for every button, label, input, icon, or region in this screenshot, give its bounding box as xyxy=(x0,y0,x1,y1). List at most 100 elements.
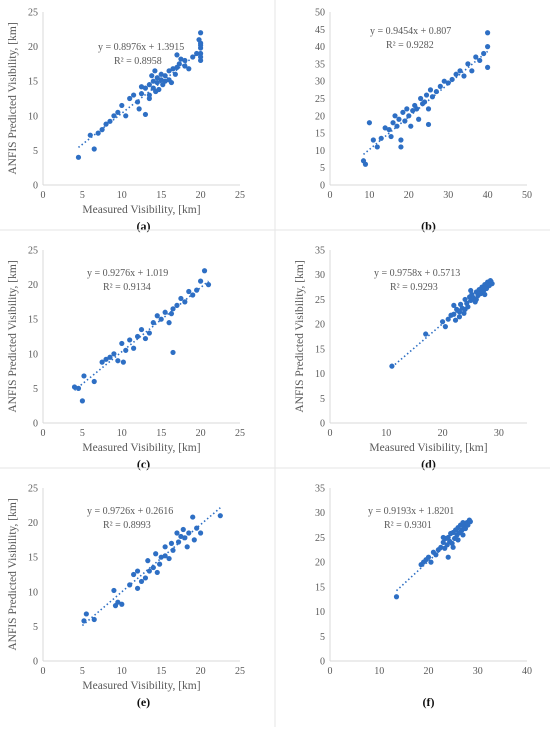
trendline xyxy=(74,280,209,391)
x-tick-label: 15 xyxy=(156,190,166,201)
y-tick-label: 15 xyxy=(315,582,325,593)
data-point xyxy=(462,306,468,312)
data-point xyxy=(461,73,467,79)
data-point xyxy=(457,301,464,307)
data-point xyxy=(473,54,479,60)
x-axis-title: Measured Visibility, [km] xyxy=(82,680,200,692)
data-point xyxy=(386,127,392,133)
x-tick-label: 20 xyxy=(196,428,206,439)
data-point xyxy=(120,359,126,365)
data-point xyxy=(394,123,400,129)
y-axis-title: ANFIS Predicted Visibility, [km] xyxy=(7,498,19,650)
data-point xyxy=(467,519,473,525)
x-tick-label: 30 xyxy=(443,190,453,201)
scatter-chart-a: 0 5 10 15 20 25 0 5 10 15 20 25 Measured Visibility,… xyxy=(7,8,245,234)
data-point xyxy=(174,530,180,536)
y-tick-label: 5 xyxy=(33,384,38,395)
y-tick-label: 0 xyxy=(33,181,38,192)
data-point xyxy=(107,354,113,360)
y-axis-title: ANFIS Predicted Visibility, [km] xyxy=(294,260,306,412)
data-point xyxy=(418,95,424,102)
data-point xyxy=(71,384,78,390)
data-point xyxy=(91,378,97,385)
y-tick-label: 5 xyxy=(33,146,38,157)
data-point xyxy=(456,309,463,315)
data-point xyxy=(176,61,182,67)
data-point xyxy=(180,526,186,533)
data-point xyxy=(186,66,192,72)
r-squared-label: R² = 0.9301 xyxy=(384,520,432,531)
data-point xyxy=(134,333,141,340)
y-tick-label: 15 xyxy=(28,315,38,326)
data-point xyxy=(115,358,121,364)
y-tick-label: 5 xyxy=(33,622,38,633)
y-tick-label: 0 xyxy=(320,419,325,430)
data-point xyxy=(198,30,204,36)
data-point xyxy=(136,106,142,112)
data-point xyxy=(146,82,152,88)
scatter-chart-d: 0 5 10 15 20 25 30 35 0 10 20 30 Measured Visibility… xyxy=(294,246,527,471)
data-point xyxy=(119,340,125,347)
y-tick-label: 20 xyxy=(315,558,325,569)
y-tick-label: 0 xyxy=(320,657,325,668)
panel-caption: (d) xyxy=(421,457,436,471)
x-tick-label: 25 xyxy=(235,666,245,677)
data-point xyxy=(166,555,172,562)
data-point xyxy=(178,56,184,62)
data-point xyxy=(150,320,156,326)
data-point xyxy=(440,534,446,541)
trendline-equation: y = 0.9276x + 1.019 xyxy=(87,268,168,279)
data-point xyxy=(398,144,404,150)
data-point xyxy=(462,296,468,303)
x-tick-label: 15 xyxy=(156,428,166,439)
data-point xyxy=(123,113,129,119)
data-point xyxy=(455,537,461,543)
trendline-equation: y = 0.9758x + 0.5713 xyxy=(374,268,460,279)
data-point xyxy=(107,118,113,124)
data-point xyxy=(485,30,491,36)
data-point xyxy=(115,109,121,115)
panel-caption: (b) xyxy=(421,219,436,233)
data-point xyxy=(362,161,369,167)
trendline xyxy=(362,50,489,156)
data-point xyxy=(400,109,406,115)
x-tick-label: 0 xyxy=(41,666,46,677)
y-tick-label: 15 xyxy=(315,129,325,140)
x-tick-label: 5 xyxy=(80,428,85,439)
scatter-chart-c: 0 5 10 15 20 25 0 5 10 15 20 25 Measured Visibility,… xyxy=(7,246,245,472)
data-point xyxy=(154,313,160,319)
x-tick-label: 15 xyxy=(156,666,166,677)
data-point xyxy=(138,326,145,333)
data-point xyxy=(154,79,160,86)
y-tick-label: 50 xyxy=(315,8,325,19)
data-point xyxy=(217,513,223,519)
data-point xyxy=(166,68,172,74)
data-point xyxy=(481,50,487,57)
data-point xyxy=(170,66,176,72)
r-squared-label: R² = 0.9293 xyxy=(390,282,438,293)
data-point xyxy=(406,113,412,119)
data-point xyxy=(449,540,455,546)
data-point xyxy=(461,310,467,316)
data-point xyxy=(425,121,432,128)
data-point xyxy=(416,116,422,122)
data-point xyxy=(465,61,471,67)
data-point xyxy=(370,137,376,143)
data-point xyxy=(366,120,372,126)
x-tick-label: 25 xyxy=(235,190,245,201)
y-tick-label: 20 xyxy=(315,320,325,331)
data-point xyxy=(131,345,137,351)
data-point xyxy=(154,569,160,576)
scatter-chart-e: 0 5 10 15 20 25 0 5 10 15 20 25 Measured Visibility,… xyxy=(7,484,245,710)
data-point xyxy=(485,44,491,50)
data-point xyxy=(451,302,457,308)
y-tick-label: 10 xyxy=(28,349,38,360)
x-tick-label: 0 xyxy=(328,428,333,439)
data-point xyxy=(201,268,208,274)
data-point xyxy=(158,71,164,77)
x-tick-label: 25 xyxy=(235,428,245,439)
data-point xyxy=(75,154,82,160)
data-point xyxy=(441,78,447,84)
data-point xyxy=(150,78,156,84)
